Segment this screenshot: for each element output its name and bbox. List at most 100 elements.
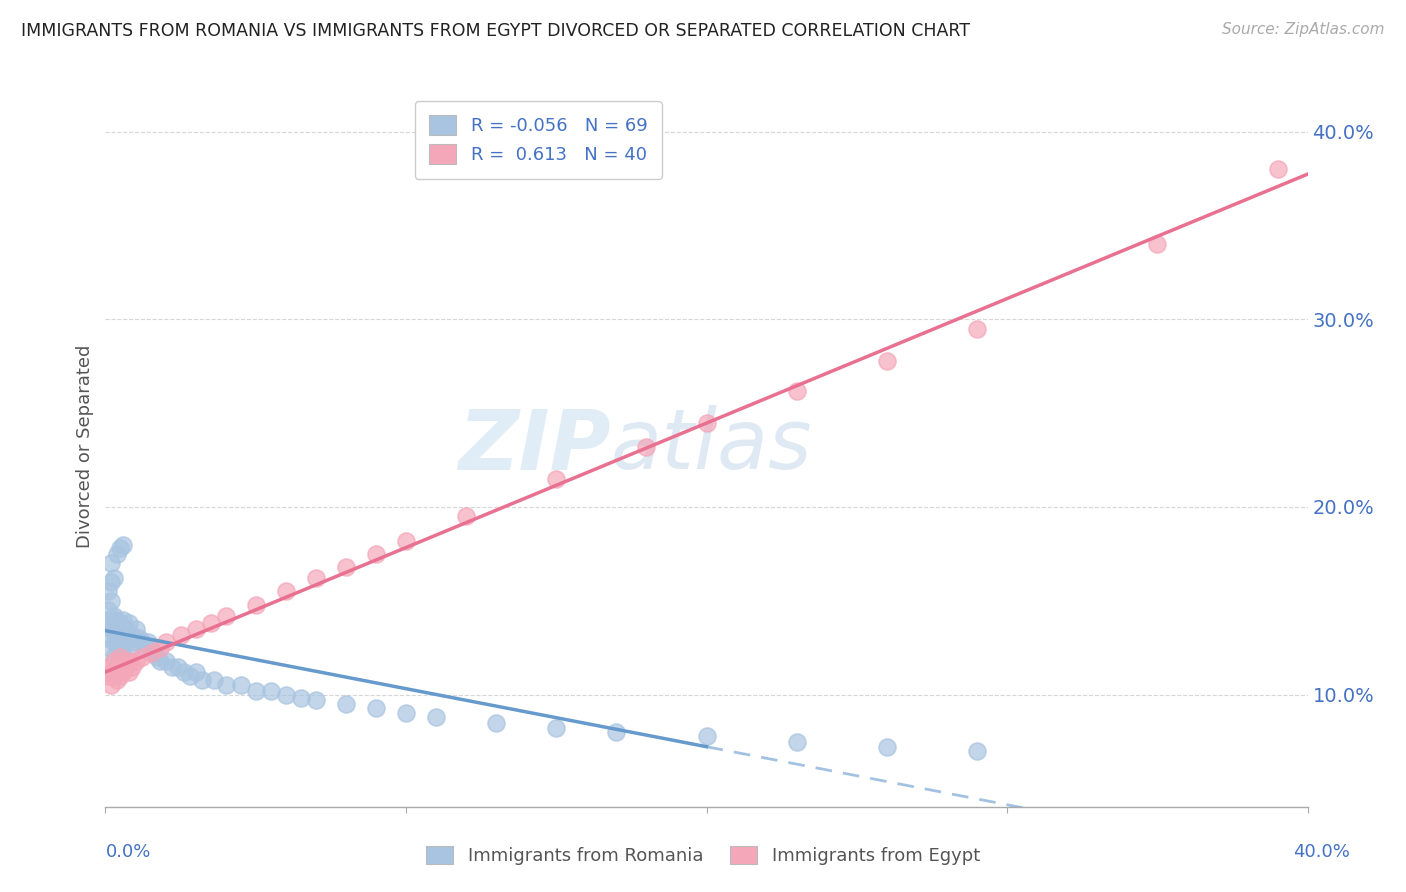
Point bbox=[107, 659, 129, 673]
Point bbox=[107, 547, 129, 561]
Point bbox=[179, 669, 201, 683]
Point bbox=[145, 650, 167, 665]
Point bbox=[274, 688, 297, 702]
Point bbox=[97, 603, 120, 617]
Text: 0.0%: 0.0% bbox=[105, 843, 150, 861]
Point bbox=[214, 678, 236, 692]
Point bbox=[202, 673, 225, 687]
Point bbox=[305, 571, 328, 585]
Point bbox=[100, 622, 122, 636]
Point bbox=[115, 622, 138, 636]
Point bbox=[148, 654, 170, 668]
Point bbox=[100, 640, 122, 655]
Point bbox=[124, 622, 146, 636]
Point bbox=[966, 322, 988, 336]
Point bbox=[260, 684, 283, 698]
Point bbox=[245, 598, 267, 612]
Point bbox=[110, 669, 132, 683]
Point bbox=[155, 654, 177, 668]
Point bbox=[160, 659, 183, 673]
Point bbox=[97, 659, 120, 673]
Point bbox=[112, 654, 135, 668]
Point bbox=[103, 635, 125, 649]
Point bbox=[103, 650, 125, 665]
Point bbox=[100, 575, 122, 590]
Point bbox=[274, 584, 297, 599]
Point bbox=[245, 684, 267, 698]
Point bbox=[305, 693, 328, 707]
Text: atlas: atlas bbox=[610, 406, 813, 486]
Y-axis label: Divorced or Separated: Divorced or Separated bbox=[76, 344, 94, 548]
Point bbox=[636, 440, 658, 454]
Point bbox=[115, 635, 138, 649]
Point bbox=[139, 640, 162, 655]
Point bbox=[148, 640, 170, 655]
Point bbox=[103, 608, 125, 623]
Point bbox=[142, 646, 165, 660]
Point bbox=[97, 669, 120, 683]
Point bbox=[121, 640, 143, 655]
Point bbox=[110, 646, 132, 660]
Point bbox=[110, 650, 132, 665]
Point bbox=[103, 669, 125, 683]
Point bbox=[696, 416, 718, 430]
Point bbox=[190, 673, 212, 687]
Point bbox=[121, 659, 143, 673]
Point bbox=[364, 547, 387, 561]
Point bbox=[121, 627, 143, 641]
Point bbox=[118, 616, 141, 631]
Point bbox=[100, 556, 122, 570]
Point bbox=[118, 654, 141, 668]
Point bbox=[696, 729, 718, 743]
Point bbox=[546, 722, 568, 736]
Point bbox=[169, 627, 191, 641]
Point bbox=[173, 665, 195, 680]
Point bbox=[786, 734, 808, 748]
Point bbox=[155, 635, 177, 649]
Point bbox=[290, 691, 312, 706]
Point bbox=[214, 608, 236, 623]
Point bbox=[425, 710, 447, 724]
Point bbox=[1267, 162, 1289, 177]
Point bbox=[118, 665, 141, 680]
Point bbox=[97, 632, 120, 646]
Point bbox=[110, 616, 132, 631]
Point bbox=[139, 646, 162, 660]
Point bbox=[605, 725, 627, 739]
Point bbox=[546, 472, 568, 486]
Point bbox=[876, 740, 898, 755]
Point bbox=[107, 635, 129, 649]
Legend: R = -0.056   N = 69, R =  0.613   N = 40: R = -0.056 N = 69, R = 0.613 N = 40 bbox=[415, 101, 662, 178]
Point bbox=[134, 640, 156, 655]
Point bbox=[110, 541, 132, 556]
Point bbox=[103, 571, 125, 585]
Point bbox=[112, 665, 135, 680]
Text: IMMIGRANTS FROM ROMANIA VS IMMIGRANTS FROM EGYPT DIVORCED OR SEPARATED CORRELATI: IMMIGRANTS FROM ROMANIA VS IMMIGRANTS FR… bbox=[21, 22, 970, 40]
Legend: Immigrants from Romania, Immigrants from Egypt: Immigrants from Romania, Immigrants from… bbox=[419, 838, 987, 872]
Point bbox=[131, 635, 153, 649]
Point bbox=[118, 632, 141, 646]
Text: ZIP: ZIP bbox=[458, 406, 610, 486]
Point bbox=[136, 635, 159, 649]
Point bbox=[966, 744, 988, 758]
Point bbox=[200, 616, 222, 631]
Point bbox=[100, 594, 122, 608]
Point bbox=[97, 613, 120, 627]
Point bbox=[364, 700, 387, 714]
Point bbox=[107, 613, 129, 627]
Point bbox=[876, 353, 898, 368]
Point bbox=[456, 509, 478, 524]
Point bbox=[166, 659, 188, 673]
Point bbox=[1146, 237, 1168, 252]
Point bbox=[131, 650, 153, 665]
Point bbox=[485, 715, 508, 730]
Point bbox=[97, 584, 120, 599]
Point bbox=[112, 640, 135, 655]
Point bbox=[128, 632, 150, 646]
Point bbox=[124, 635, 146, 649]
Point bbox=[100, 613, 122, 627]
Point bbox=[112, 537, 135, 551]
Point bbox=[112, 627, 135, 641]
Point bbox=[107, 673, 129, 687]
Point bbox=[110, 632, 132, 646]
